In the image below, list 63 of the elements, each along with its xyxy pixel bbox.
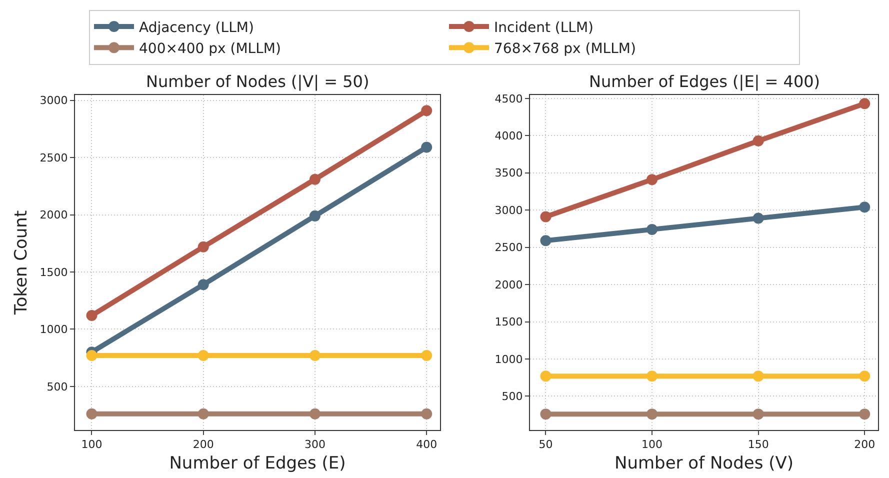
point xyxy=(540,408,552,420)
x-tick-label: 100 xyxy=(81,438,102,452)
point xyxy=(309,350,320,362)
legend-label: Adjacency (LLM) xyxy=(139,20,254,36)
y-tick-label: 1500 xyxy=(40,266,68,279)
point xyxy=(752,135,764,146)
point xyxy=(421,350,432,362)
point xyxy=(646,408,658,420)
y-tick-label: 1500 xyxy=(494,316,523,329)
point xyxy=(646,174,658,186)
x-tick-label: 300 xyxy=(304,438,326,452)
y-axis-title: Token Count xyxy=(11,210,32,316)
x-axis-title: Number of Nodes (V) xyxy=(614,454,794,474)
point xyxy=(540,211,552,222)
x-axis-title: Number of Edges (E) xyxy=(169,454,346,474)
point xyxy=(752,370,764,382)
point xyxy=(86,408,98,420)
y-tick-label: 500 xyxy=(502,390,523,404)
point xyxy=(646,370,658,382)
y-tick-label: 2500 xyxy=(494,241,523,254)
point xyxy=(198,408,209,420)
point xyxy=(198,241,209,252)
point xyxy=(859,202,870,213)
point xyxy=(309,408,320,420)
point xyxy=(859,408,870,420)
point xyxy=(859,98,870,110)
point xyxy=(309,174,320,185)
y-tick-label: 4500 xyxy=(494,92,523,106)
x-tick-label: 400 xyxy=(416,438,438,452)
x-tick-label: 200 xyxy=(192,438,214,452)
point xyxy=(421,408,432,420)
y-tick-label: 3500 xyxy=(494,166,523,180)
chart-title: Number of Nodes (|V| = 50) xyxy=(146,72,370,91)
point xyxy=(309,210,320,222)
point xyxy=(540,235,552,246)
point xyxy=(198,279,209,290)
x-tick-label: 200 xyxy=(854,438,876,452)
y-tick-label: 2000 xyxy=(40,208,68,222)
legend-label: 768×768 px (MLLM) xyxy=(494,41,636,58)
x-tick-label: 50 xyxy=(538,438,553,452)
y-tick-label: 3000 xyxy=(494,204,523,217)
y-tick-label: 2000 xyxy=(494,278,523,292)
legend-label: Incident (LLM) xyxy=(494,20,594,36)
legend-label: 400×400 px (MLLM) xyxy=(139,41,281,58)
y-tick-label: 1000 xyxy=(40,323,68,336)
chart-title: Number of Edges (|E| = 400) xyxy=(589,72,820,91)
point xyxy=(752,408,764,420)
y-tick-label: 4000 xyxy=(494,130,523,142)
point xyxy=(86,350,98,362)
y-tick-label: 2500 xyxy=(40,151,68,164)
y-tick-label: 3000 xyxy=(40,94,68,108)
point xyxy=(86,310,98,321)
point xyxy=(752,212,764,224)
point xyxy=(421,105,432,116)
point xyxy=(646,224,658,235)
y-tick-label: 500 xyxy=(46,380,68,394)
y-tick-label: 1000 xyxy=(494,352,523,366)
point xyxy=(421,142,432,153)
point xyxy=(859,370,870,382)
point xyxy=(540,370,552,382)
point xyxy=(198,350,209,362)
x-tick-label: 150 xyxy=(748,438,769,452)
x-tick-label: 100 xyxy=(642,438,663,452)
